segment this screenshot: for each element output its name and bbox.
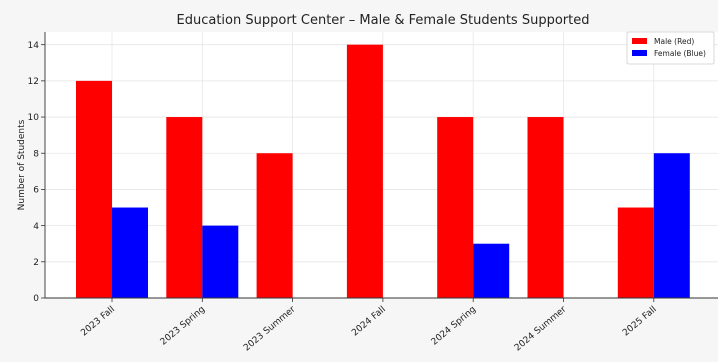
bar-male [76,80,112,298]
legend-box [626,31,715,65]
y-tick-label: 2 [33,258,39,268]
y-tick-label: 10 [28,113,40,123]
bar-male [617,207,654,298]
y-tick-label: 12 [28,77,39,87]
y-tick-label: 14 [28,41,40,51]
bar-male [256,153,293,298]
legend-swatch [632,38,647,44]
legend-label: Male (Red) [654,37,694,46]
bar-male [437,117,474,298]
bar-female [653,153,690,298]
chart-title: Education Support Center – Male & Female… [177,13,590,28]
y-tick-label: 4 [33,222,39,232]
legend: Male (Red) Female (Blue) [626,31,715,65]
y-tick-label: 6 [33,186,39,196]
bar-male [527,117,564,298]
bar-male [346,44,383,298]
bars [76,44,690,298]
axes [44,32,718,299]
bar-female [112,207,148,298]
bar-female [202,225,239,298]
legend-label: Female (Blue) [654,49,706,58]
legend-items: Male (Red) Female (Blue) [632,37,706,58]
y-tick-label: 8 [33,149,39,159]
bar-male [166,117,203,298]
y-tick-label: 0 [33,294,39,304]
y-axis-label: Number of Students [17,119,27,210]
bar-female [473,243,510,298]
legend-swatch [632,50,647,56]
y-ticks: 0 2 4 6 8 10 12 14 [28,41,45,304]
